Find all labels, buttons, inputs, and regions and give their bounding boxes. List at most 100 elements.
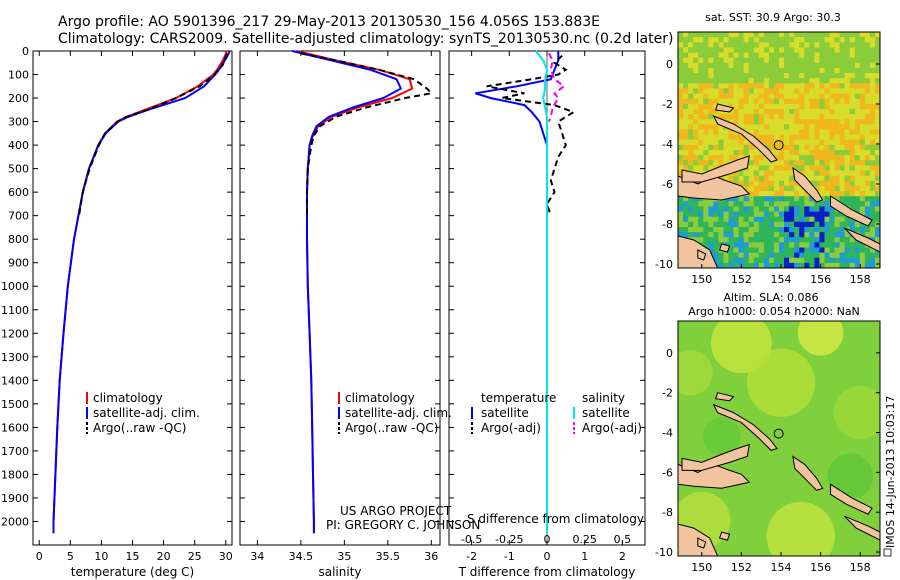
sst-cell: [839, 139, 846, 146]
sst-cell: [789, 32, 795, 38]
sst-cell: [774, 42, 780, 48]
sst-cell: [809, 114, 815, 120]
sst-cell: [849, 109, 856, 115]
sst-cell: [733, 232, 740, 238]
sst-cell: [829, 139, 836, 146]
sst-cell: [723, 150, 730, 156]
sst-cell: [723, 160, 730, 166]
sst-cell: [678, 73, 684, 79]
sst-cell: [743, 216, 750, 223]
sst-cell: [718, 221, 724, 228]
map-y-tick-label: -8: [662, 218, 673, 231]
sst-cell: [854, 160, 861, 166]
sst-cell: [718, 201, 724, 207]
sst-cell: [753, 124, 760, 130]
sst-cell: [824, 93, 831, 100]
sst-cell: [849, 242, 856, 248]
sst-cell: [784, 119, 790, 125]
sst-cell: [693, 237, 699, 243]
sst-cell: [834, 262, 841, 268]
sst-cell: [774, 52, 780, 59]
sst-cell: [723, 37, 730, 43]
sst-cell: [758, 67, 765, 74]
sst-cell: [859, 88, 866, 95]
sst-cell: [854, 262, 861, 268]
sst-cell: [713, 252, 719, 259]
sst-cell: [688, 93, 694, 100]
sst-cell: [728, 98, 735, 105]
sst-cell: [733, 252, 740, 259]
sst-cell: [844, 119, 851, 125]
sst-cell: [814, 98, 820, 105]
sst-cell: [678, 221, 684, 228]
sst-cell: [809, 93, 815, 100]
sst-cell: [844, 175, 851, 182]
sst-cell: [789, 150, 795, 156]
sst-cell: [829, 252, 836, 259]
x-tick-label: 5: [67, 550, 74, 563]
sst-cell: [849, 78, 856, 84]
sst-cell: [799, 155, 805, 161]
sst-cell: [784, 78, 790, 84]
sst-cell: [743, 237, 750, 243]
sst-cell: [819, 175, 825, 182]
sst-cell: [784, 206, 790, 213]
sst-cell: [829, 191, 836, 197]
sst-cell: [774, 175, 780, 182]
sst-cell: [713, 83, 719, 89]
sst-cell: [799, 88, 805, 95]
sst-cell: [763, 62, 770, 69]
sst-cell: [864, 119, 871, 125]
sst-cell: [678, 139, 684, 146]
sst-cell: [683, 150, 689, 156]
sst-cell: [799, 42, 805, 48]
sst-cell: [859, 78, 866, 84]
sst-cell: [829, 88, 836, 95]
sst-cell: [748, 227, 755, 233]
sst-cell: [854, 221, 861, 228]
sst-cell: [748, 165, 755, 172]
sst-cell: [733, 144, 740, 151]
sst-cell: [799, 32, 805, 38]
sst-cell: [829, 185, 836, 192]
y-tick-label: 300: [8, 116, 29, 129]
sst-cell: [718, 52, 724, 59]
sst-cell: [688, 62, 694, 69]
sst-cell: [844, 150, 851, 156]
sst-cell: [794, 165, 800, 172]
sst-cell: [738, 103, 745, 110]
sst-cell: [779, 103, 785, 110]
sst-cell: [794, 73, 800, 79]
sst-cell: [738, 180, 745, 187]
sst-cell: [859, 47, 866, 54]
sst-cell: [819, 165, 825, 172]
sst-cell: [844, 170, 851, 177]
sst-cell: [804, 155, 810, 161]
sst-cell: [743, 144, 750, 151]
sst-cell: [693, 83, 699, 89]
sst-cell: [718, 227, 724, 233]
sst-cell: [809, 139, 815, 146]
sst-cell: [829, 109, 836, 115]
sst-cell: [774, 83, 780, 89]
sst-cell: [703, 124, 709, 130]
sst-cell: [799, 73, 805, 79]
sst-cell: [728, 227, 735, 233]
sst-cell: [774, 221, 780, 228]
sst-cell: [789, 227, 795, 233]
sst-cell: [784, 98, 790, 105]
sst-cell: [799, 206, 805, 213]
sst-cell: [824, 206, 831, 213]
sst-cell: [718, 78, 724, 84]
sst-cell: [693, 103, 699, 110]
sst-cell: [784, 139, 790, 146]
sst-cell: [819, 139, 825, 146]
sst-cell: [763, 47, 770, 54]
sst-cell: [875, 175, 880, 182]
sst-cell: [839, 242, 846, 248]
sst-cell: [763, 67, 770, 74]
sst-cell: [728, 216, 735, 223]
sst-cell: [844, 129, 851, 136]
sst-cell: [844, 216, 851, 223]
sst-cell: [859, 83, 866, 89]
